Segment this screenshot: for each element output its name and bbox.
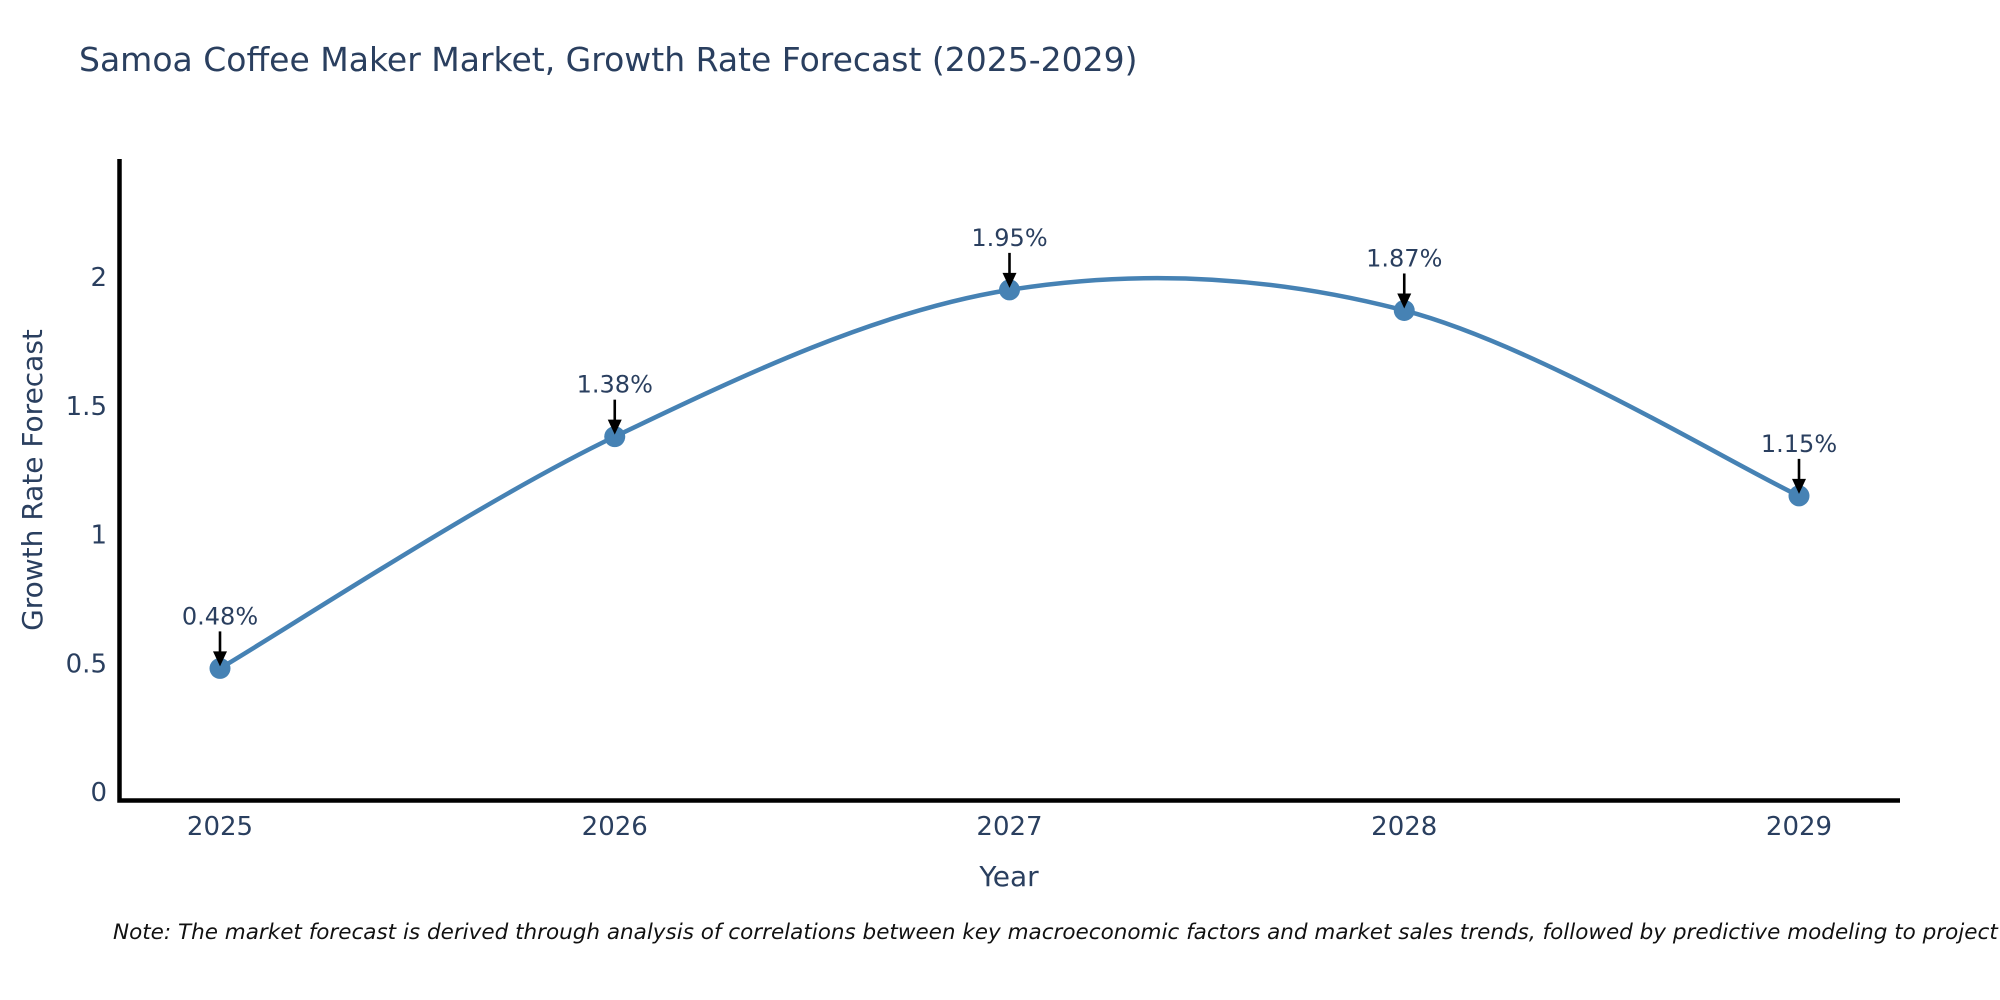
y-tick-label: 1 [90,521,107,551]
y-tick-label: 1.5 [66,392,107,422]
y-tick-label: 0 [90,778,107,808]
y-axis-title: Growth Rate Forecast [16,329,49,631]
data-point-marker[interactable] [1788,485,1810,507]
x-tick-label: 2028 [1371,812,1437,842]
y-tick-label: 0.5 [66,649,107,679]
annotation-arrowhead-icon [1002,272,1017,288]
annotation-arrowhead-icon [1792,478,1806,494]
x-tick-label: 2026 [582,812,648,842]
data-point-annotation: 0.48% [182,602,258,630]
data-point-marker[interactable] [1393,299,1415,321]
x-tick-label: 2027 [976,812,1042,842]
annotation-arrowhead-icon [1397,293,1412,309]
footnote: Note: The market forecast is derived thr… [113,920,2000,945]
data-point-annotation: 1.95% [971,224,1047,252]
x-tick-label: 2025 [187,812,253,842]
data-point-marker[interactable] [999,279,1020,301]
data-point-annotation: 1.87% [1366,244,1442,272]
data-point-annotation: 1.15% [1761,430,1837,458]
annotation-arrowhead-icon [607,419,622,435]
chart-title: Samoa Coffee Maker Market, Growth Rate F… [79,40,1138,79]
plot-area: 0 0.5 1 1.5 2 2025 2026 2027 2028 2029 0.48% 1.38% 1… [66,159,1900,842]
y-tick-label: 2 [90,263,107,293]
axis-lines [117,159,1900,803]
forecast-spline-line [217,275,1802,671]
data-point-annotation: 1.38% [577,371,653,399]
annotation-arrowhead-icon [213,651,227,667]
x-tick-label: 2029 [1766,812,1832,842]
data-point-marker[interactable] [604,426,626,448]
x-axis-title: Year [978,860,1039,893]
data-point-marker[interactable] [209,657,231,679]
